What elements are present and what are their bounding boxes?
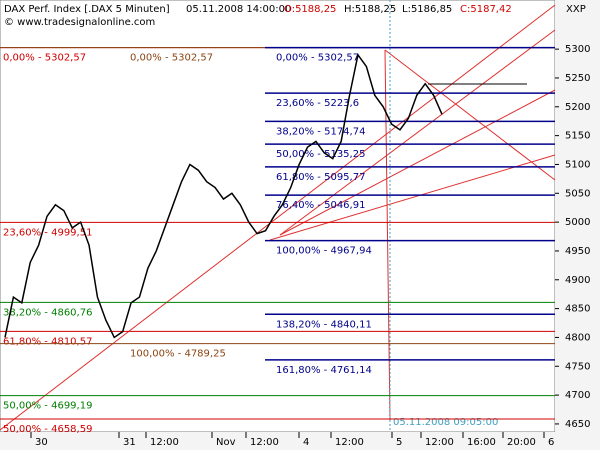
y-tick-label: 5300 [565, 44, 590, 55]
trendline [0, 4, 556, 431]
y-tick-label: 5250 [565, 73, 590, 84]
y-tick-label: 4650 [565, 419, 590, 430]
y-axis-panel [555, 0, 600, 450]
fib-label: 0,00% - 5302,57 [3, 53, 86, 64]
ohlc-value: C:5187,42 [460, 4, 512, 15]
trendline [269, 154, 556, 241]
watermark: © www.tradesignalonline.com [4, 17, 155, 28]
x-tick-label: 16:00 [467, 437, 496, 448]
x-tick-label: 5 [396, 437, 402, 448]
timestamp: 05.11.2008 14:00:00 [186, 4, 291, 15]
y-tick-label: 5200 [565, 102, 590, 113]
y-tick-label: 4700 [565, 390, 590, 401]
y-tick-label: 4750 [565, 361, 590, 372]
x-tick-label: 4 [303, 437, 309, 448]
trendline [279, 29, 556, 236]
x-tick-label: 31 [123, 437, 136, 448]
y-tick-label: 4900 [565, 275, 590, 286]
fib-label: 23,60% - 4999,51 [3, 227, 92, 238]
fib-label: 50,00% - 4699,19 [3, 401, 92, 412]
fib-label: 0,00% - 5302,57 [276, 53, 359, 64]
fib-label: 100,00% - 4967,94 [276, 246, 372, 257]
trendline [279, 89, 556, 236]
fib-label: 38,20% - 4860,76 [3, 307, 92, 318]
fib-label: 161,80% - 4761,14 [276, 365, 372, 376]
price-line [4, 53, 443, 339]
y-tick-label: 5100 [565, 159, 590, 170]
fib-label: 138,20% - 4840,11 [276, 319, 372, 330]
x-tick-label: Nov [216, 437, 236, 448]
fib-label: 0,00% - 5302,57 [130, 53, 213, 64]
cursor-label: 05.11.2008 09:05:00 [393, 417, 498, 428]
y-tick-label: 5000 [565, 217, 590, 228]
y-tick-label: 5050 [565, 188, 590, 199]
x-tick-label: 12:00 [335, 437, 364, 448]
fib-label: 50,00% - 4658,59 [3, 424, 92, 435]
ohlc-value: H:5188,25 [344, 4, 396, 15]
x-tick-label: 20:00 [507, 437, 536, 448]
x-axis-panel [0, 432, 555, 450]
fib-label: 61,80% - 4810,57 [3, 336, 92, 347]
symbol-code: XXP [566, 4, 586, 15]
ohlc-value: O:5188,25 [284, 4, 336, 15]
fib-label: 100,00% - 4789,25 [130, 349, 226, 360]
y-tick-label: 4800 [565, 332, 590, 343]
x-tick-label: 12:00 [250, 437, 279, 448]
x-tick-label: 30 [35, 437, 48, 448]
x-tick-label: 6 [548, 437, 554, 448]
trendline [384, 49, 556, 181]
x-tick-label: 12:00 [425, 437, 454, 448]
fib-label: 50,00% - 5135,25 [276, 149, 365, 160]
fib-label: 61,80% - 5095,77 [276, 172, 365, 183]
y-tick-label: 4950 [565, 246, 590, 257]
y-tick-label: 4850 [565, 304, 590, 315]
fib-label: 38,20% - 5174,74 [276, 126, 365, 137]
fib-label: 76,40% - 5046,91 [276, 200, 365, 211]
ohlc-value: L:5186,85 [402, 4, 452, 15]
series-name: DAX Perf. Index [.DAX 5 Minuten] [4, 4, 170, 15]
x-tick-label: 12:00 [150, 437, 179, 448]
fib-label: 23,60% - 5223,6 [276, 98, 359, 109]
y-tick-label: 5150 [565, 131, 590, 142]
